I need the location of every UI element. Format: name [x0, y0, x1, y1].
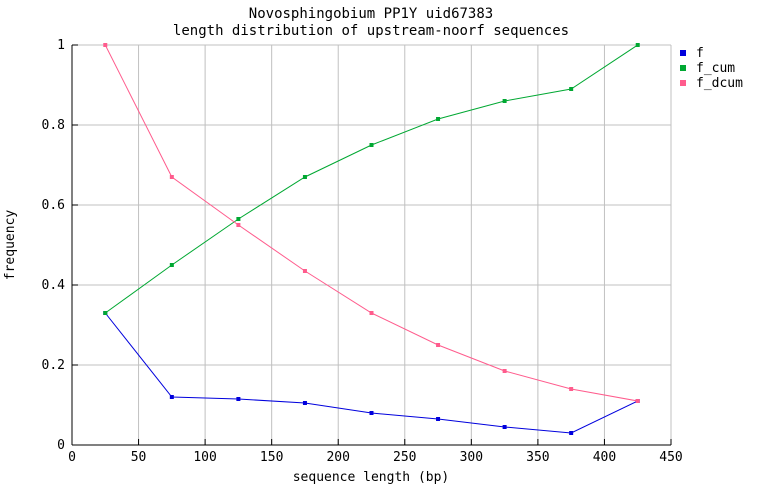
axis-layer: 0 50 100 150 200 250 300 350 400 450 0 0.2 0.4 0.6 0.8…	[42, 38, 683, 465]
series-layer	[103, 43, 640, 435]
series-point-f_cum	[169, 263, 174, 267]
series-point-f_dcum	[302, 269, 307, 273]
series-point-f_dcum	[103, 43, 108, 47]
chart-title-line1: Novosphingobium PP1Y uid67383	[249, 6, 493, 22]
x-tick-label: 250	[393, 450, 416, 465]
y-tick-label: 0	[57, 438, 65, 453]
series-point-f	[369, 411, 374, 415]
y-tick-label: 1	[57, 38, 65, 53]
series-point-f_dcum	[502, 369, 507, 373]
series-point-f_dcum	[436, 343, 441, 347]
series-point-f	[569, 431, 574, 435]
series-point-f_dcum	[169, 175, 174, 179]
series-point-f	[436, 417, 441, 421]
x-tick-label: 50	[131, 450, 147, 465]
x-tick-label: 0	[68, 450, 76, 465]
x-tick-label: 300	[460, 450, 483, 465]
legend-item-f_cum: f_cum	[680, 61, 735, 76]
series-point-f_cum	[569, 87, 574, 91]
series-point-f	[236, 397, 241, 401]
grid-layer	[72, 44, 672, 445]
series-point-f_dcum	[369, 311, 374, 315]
series-point-f	[502, 425, 507, 429]
series-point-f_cum	[502, 99, 507, 103]
series-point-f_cum	[236, 217, 241, 221]
x-tick-label: 100	[193, 450, 216, 465]
y-tick-label: 0.2	[42, 358, 65, 373]
series-point-f_cum	[436, 117, 441, 121]
legend-item-f_dcum: f_dcum	[680, 76, 743, 91]
legend-marker-f_dcum	[680, 80, 686, 86]
legend-label-f_cum: f_cum	[696, 61, 735, 76]
series-point-f	[169, 395, 174, 399]
series-point-f_cum	[302, 175, 307, 179]
legend-label-f_dcum: f_dcum	[696, 76, 743, 91]
legend-label-f: f	[696, 46, 704, 61]
series-point-f_dcum	[635, 399, 640, 403]
y-tick-label: 0.4	[42, 278, 66, 293]
x-axis-label: sequence length (bp)	[293, 470, 450, 485]
series-point-f	[302, 401, 307, 405]
legend-item-f: f	[680, 46, 704, 61]
series-point-f_dcum	[236, 223, 241, 227]
legend-marker-f_cum	[680, 65, 686, 71]
x-tick-label: 150	[260, 450, 283, 465]
x-tick-label: 200	[326, 450, 349, 465]
series-point-f_cum	[369, 143, 374, 147]
series-point-f_cum	[635, 43, 640, 47]
legend-marker-f	[680, 50, 686, 56]
series-line-f_dcum	[104, 44, 638, 402]
series-point-f_cum	[103, 311, 108, 315]
chart-title-line2: length distribution of upstream-noorf se…	[173, 23, 569, 39]
x-tick-label: 450	[659, 450, 682, 465]
series-line-f_cum	[104, 44, 638, 314]
x-tick-label: 400	[593, 450, 616, 465]
series-point-f_dcum	[569, 387, 574, 391]
x-tick-label: 350	[526, 450, 549, 465]
y-tick-label: 0.8	[42, 118, 65, 133]
y-axis-label: frequency	[3, 210, 18, 281]
y-tick-label: 0.6	[42, 198, 65, 213]
